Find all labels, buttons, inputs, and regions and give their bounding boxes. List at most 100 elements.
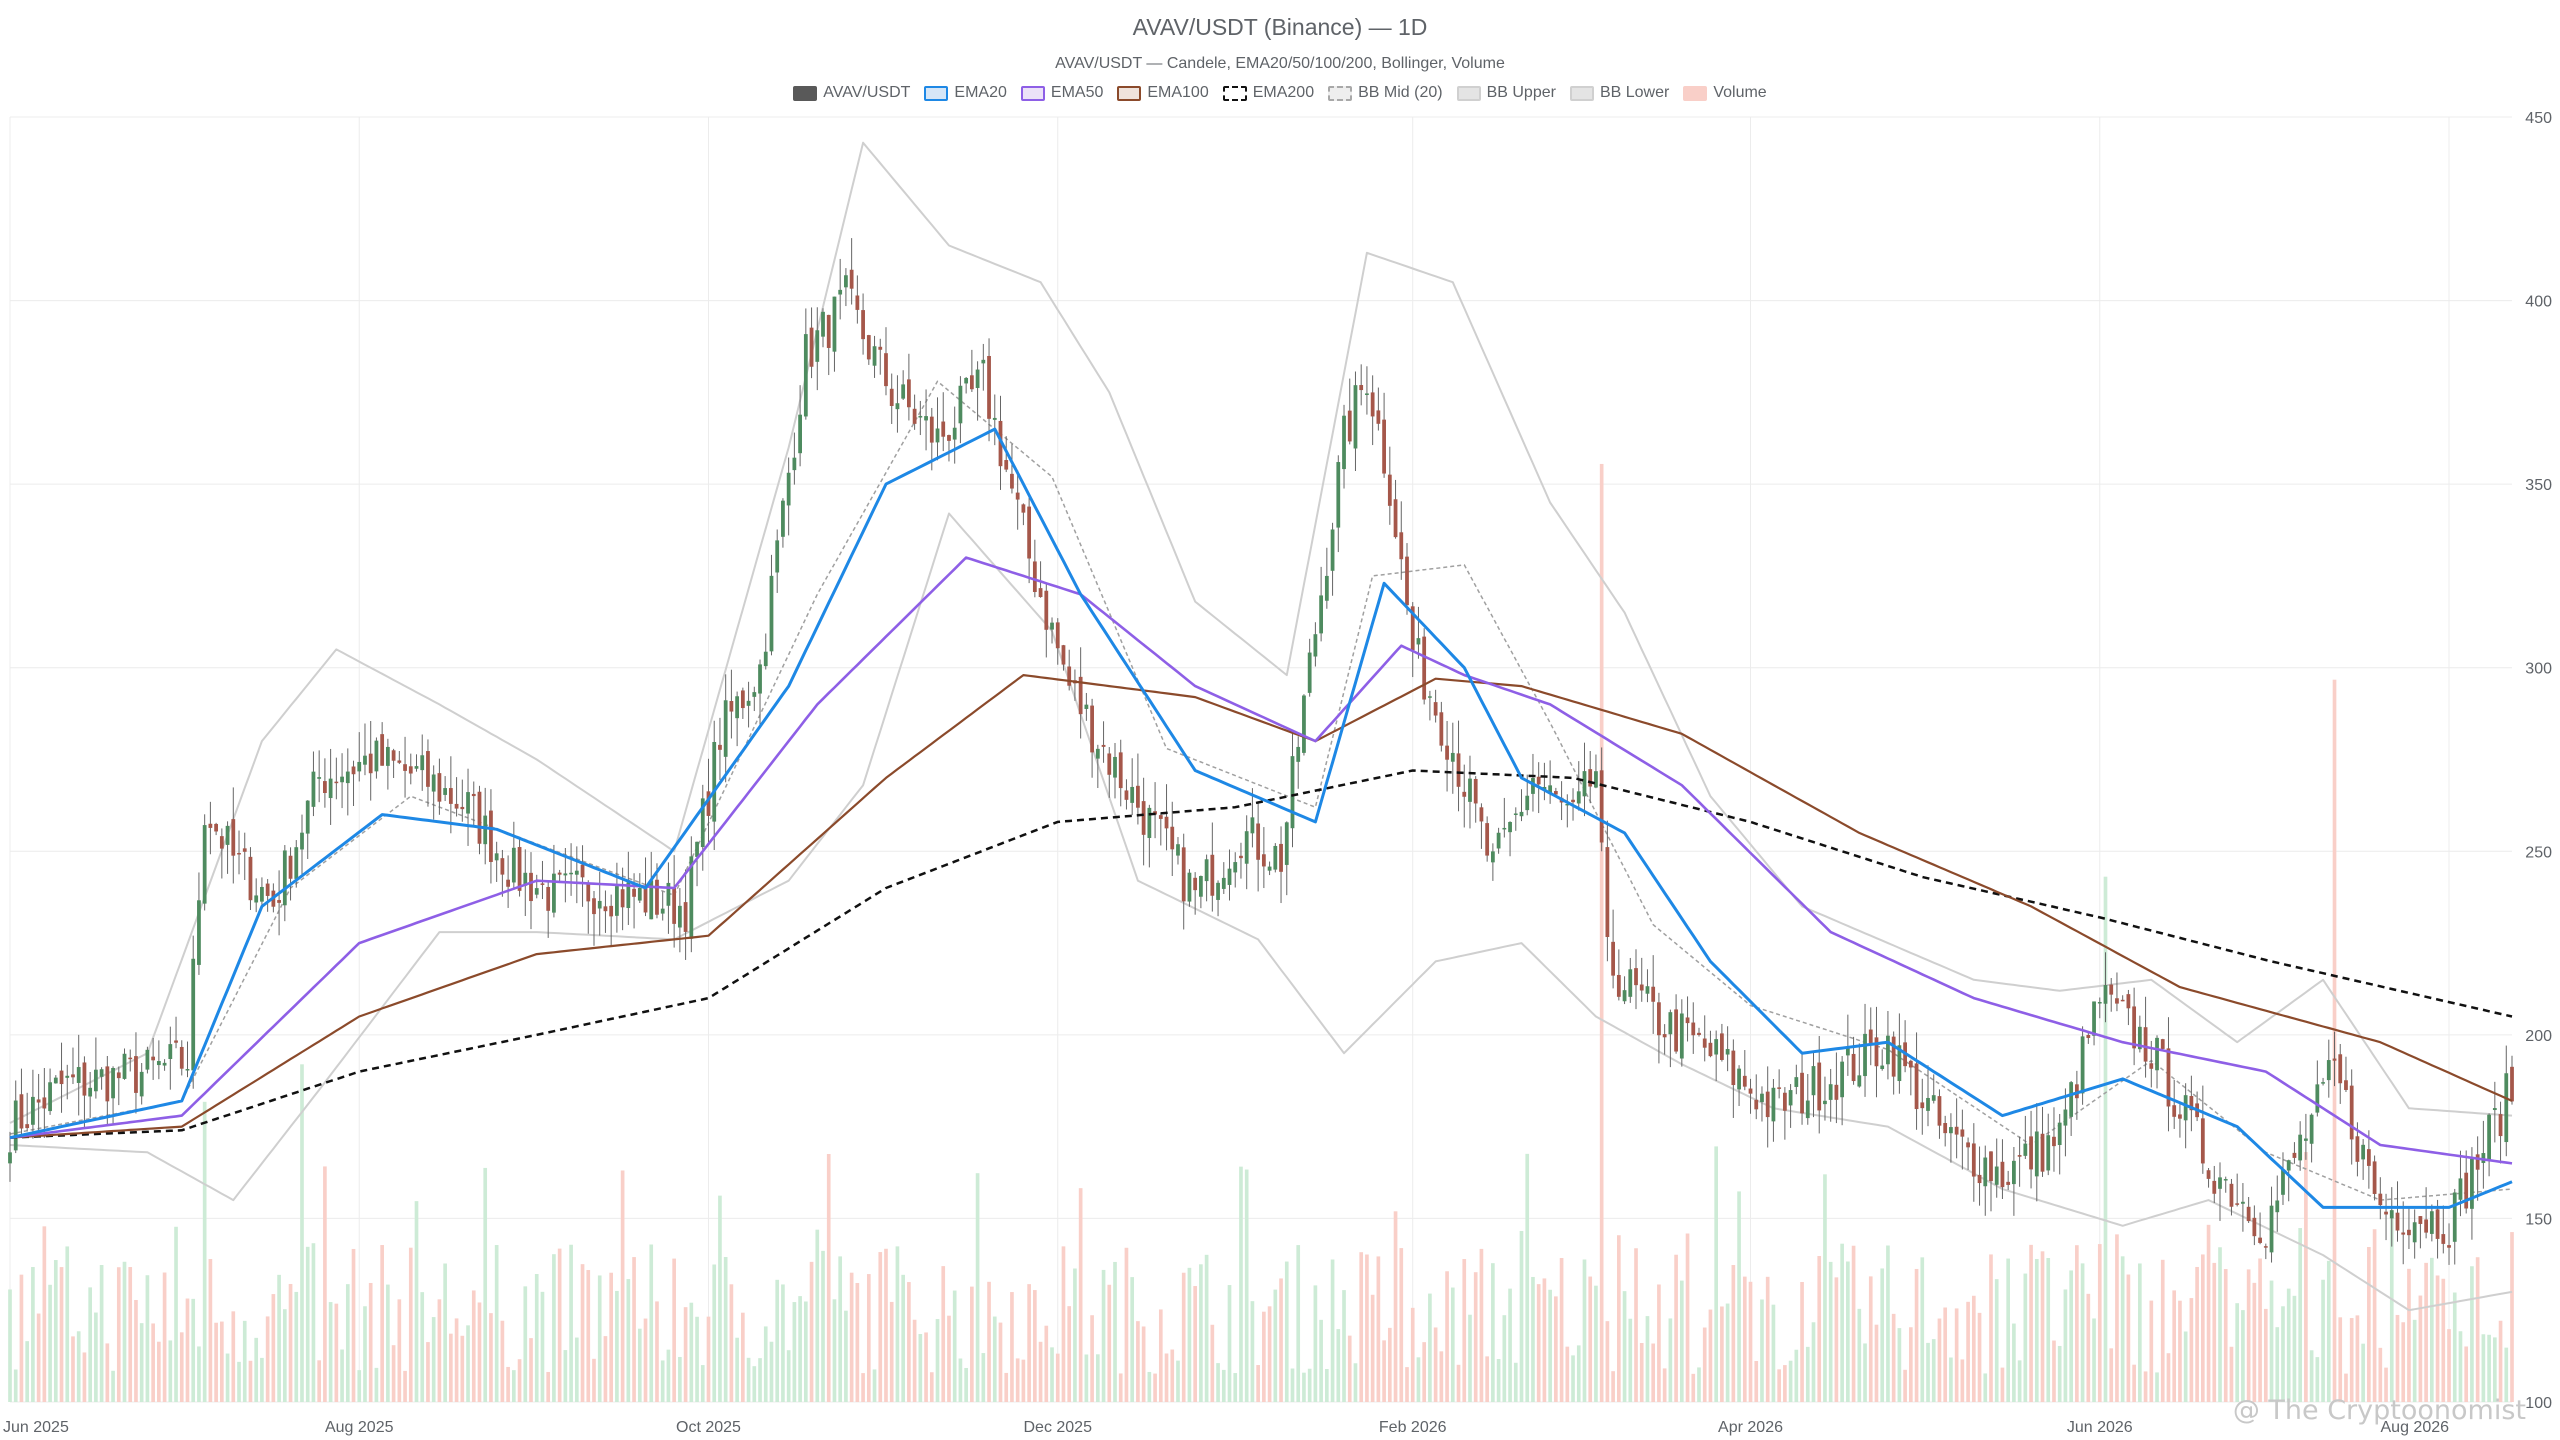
volume-bar xyxy=(1897,1328,1902,1402)
volume-bar xyxy=(666,1349,671,1402)
candle-up xyxy=(1227,868,1232,885)
volume-bar xyxy=(2412,1319,2417,1402)
candle-up xyxy=(1221,877,1226,889)
volume-bar xyxy=(1067,1306,1072,1402)
volume-bar xyxy=(758,1358,762,1402)
volume-bar xyxy=(1187,1267,1192,1402)
candle-down xyxy=(2109,984,2114,995)
volume-bar xyxy=(2389,1217,2394,1402)
candle-up xyxy=(992,417,997,420)
candle-down xyxy=(2332,1058,2337,1061)
volume-bar xyxy=(1651,1343,1656,1402)
volume-bar xyxy=(2435,1275,2440,1402)
candle-up xyxy=(1267,866,1272,871)
legend-item[interactable]: EMA200 xyxy=(1222,84,1314,102)
volume-bar xyxy=(569,1244,573,1402)
candle-down xyxy=(151,1056,156,1061)
candle-down xyxy=(2040,1133,2045,1172)
volume-bar xyxy=(1639,1343,1644,1402)
volume-bar xyxy=(1021,1359,1026,1402)
legend-item[interactable]: EMA100 xyxy=(1117,84,1209,102)
volume-bar xyxy=(2086,1293,2091,1402)
legend-label: EMA100 xyxy=(1147,84,1209,101)
candle-up xyxy=(1187,872,1192,902)
volume-bar xyxy=(895,1246,900,1402)
volume-bar xyxy=(2298,1228,2302,1402)
candle-down xyxy=(655,879,659,915)
volume-bar xyxy=(2189,1298,2194,1402)
candle-up xyxy=(1788,1090,1793,1106)
volume-bar xyxy=(202,1101,207,1402)
chart-subtitle: AVAV/USDT — Candele, EMA20/50/100/200, B… xyxy=(1055,55,1505,72)
candle-up xyxy=(225,825,230,845)
volume-bar xyxy=(94,1312,98,1402)
volume-bar xyxy=(489,1313,493,1402)
candle-up xyxy=(443,788,448,795)
volume-bar xyxy=(105,1343,110,1402)
volume-bar xyxy=(832,1299,837,1402)
candle-up xyxy=(677,905,682,928)
volume-bar xyxy=(151,1323,155,1402)
volume-bar xyxy=(1788,1360,1793,1402)
legend-item[interactable]: BB Mid (20) xyxy=(1328,84,1443,102)
candle-up xyxy=(534,888,539,895)
volume-bar xyxy=(1199,1264,1203,1402)
legend-item[interactable]: BB Lower xyxy=(1569,84,1669,102)
candle-up xyxy=(815,330,820,362)
y-tick-label: 200 xyxy=(2525,1028,2552,1045)
candle-up xyxy=(2303,1138,2308,1141)
candle-down xyxy=(2172,1105,2177,1117)
candle-up xyxy=(637,887,642,901)
candle-up xyxy=(569,872,573,875)
candle-down xyxy=(1914,1063,1919,1110)
volume-bar xyxy=(1095,1354,1100,1402)
candle-up xyxy=(1823,1100,1827,1105)
candle-down xyxy=(1376,410,1381,424)
candle-down xyxy=(1067,666,1072,686)
volume-bar xyxy=(1158,1309,1163,1402)
candle-down xyxy=(208,823,213,828)
candle-down xyxy=(1605,847,1610,938)
candle-down xyxy=(546,886,551,911)
bb-lower-line xyxy=(9,512,2513,1312)
candle-up xyxy=(2034,1131,2039,1177)
volume-bar xyxy=(317,1360,322,1402)
legend-item[interactable]: AVAV/USDT xyxy=(793,84,910,102)
volume-bar xyxy=(2069,1270,2073,1402)
volume-bar xyxy=(248,1360,253,1402)
volume-bar xyxy=(689,1302,694,1402)
volume-bar xyxy=(328,1302,333,1402)
candle-up xyxy=(2063,1109,2068,1126)
volume-bar xyxy=(197,1346,201,1402)
candle-down xyxy=(1021,504,1026,513)
candle-up xyxy=(689,856,694,939)
candle-down xyxy=(1571,799,1575,803)
candle-down xyxy=(408,766,413,774)
candle-up xyxy=(975,369,980,388)
volume-bar xyxy=(620,1170,625,1402)
candle-down xyxy=(1158,815,1163,819)
candle-down xyxy=(809,327,814,367)
volume-bar xyxy=(2441,1278,2446,1402)
legend-item[interactable]: BB Upper xyxy=(1456,84,1556,102)
candle-up xyxy=(282,850,287,906)
volume-bar xyxy=(2418,1295,2423,1402)
candle-down xyxy=(643,886,648,913)
volume-bar xyxy=(884,1248,888,1402)
volume-bar xyxy=(1800,1282,1804,1402)
candle-down xyxy=(1754,1099,1759,1110)
legend-item[interactable]: EMA50 xyxy=(1020,84,1103,102)
volume-bar xyxy=(1742,1276,1747,1402)
volume-bar xyxy=(1256,1365,1260,1402)
volume-bar xyxy=(414,1201,419,1402)
legend-item[interactable]: EMA20 xyxy=(924,84,1007,102)
volume-bar xyxy=(2367,1246,2371,1402)
volume-bar xyxy=(363,1306,367,1402)
candle-down xyxy=(1536,776,1541,785)
volume-bar xyxy=(1210,1324,1215,1402)
candle-down xyxy=(1393,499,1398,538)
legend-item[interactable]: Volume xyxy=(1683,84,1767,102)
candle-up xyxy=(2023,1143,2028,1156)
candle-up xyxy=(2069,1082,2074,1117)
